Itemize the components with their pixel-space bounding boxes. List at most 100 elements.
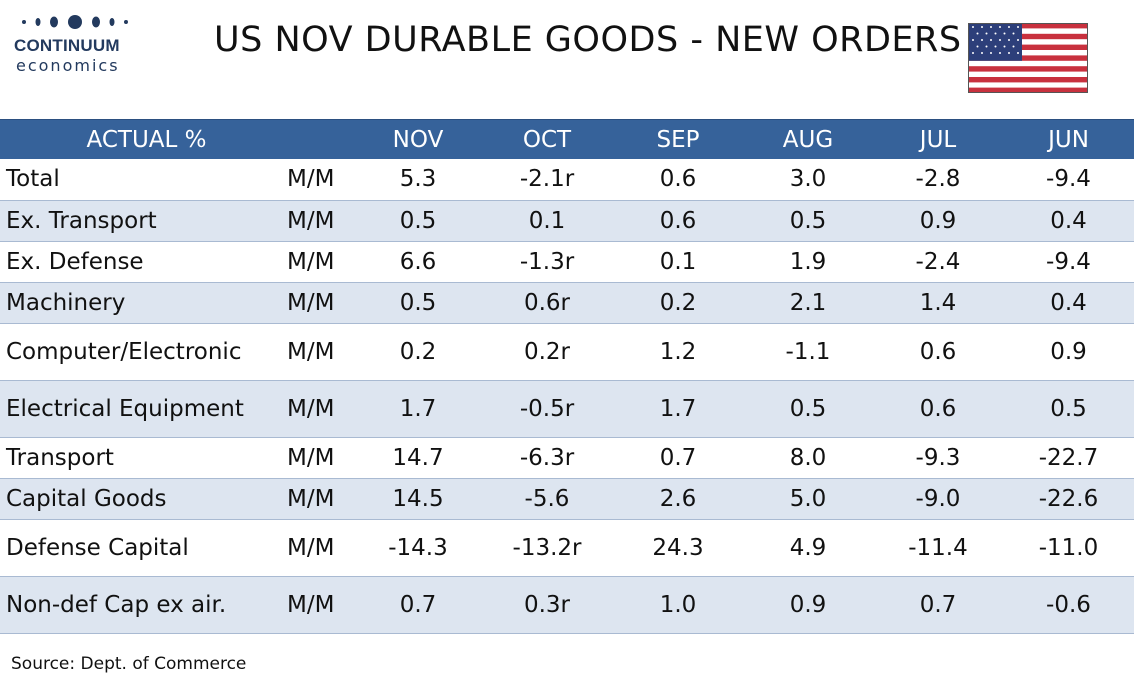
cell-sep: 0.1 (613, 241, 743, 283)
table-row: Computer/Electronic M/M 0.2 0.2r 1.2 -1.… (0, 323, 1134, 381)
cell-oct: 0.1 (481, 200, 613, 242)
cell-jun: 0.4 (1003, 282, 1134, 324)
cell-sep: 1.7 (613, 380, 743, 438)
cell-oct: 0.2r (481, 323, 613, 381)
table-row: Electrical Equipment M/M 1.7 -0.5r 1.7 0… (0, 380, 1134, 438)
cell-nov: 0.5 (355, 200, 481, 242)
cell-jun: 0.4 (1003, 200, 1134, 242)
table-row: Machinery M/M 0.5 0.6r 0.2 2.1 1.4 0.4 (0, 282, 1134, 324)
cell-sep: 24.3 (613, 519, 743, 577)
cell-sep: 1.0 (613, 576, 743, 634)
cell-jul: 0.9 (873, 200, 1003, 242)
row-label: Capital Goods (0, 478, 287, 520)
cell-oct: -0.5r (481, 380, 613, 438)
header-aug: AUG (743, 119, 873, 159)
header-unit (287, 119, 355, 159)
cell-oct: -2.1r (481, 159, 613, 201)
row-label: Ex. Transport (0, 200, 287, 242)
cell-jun: -9.4 (1003, 241, 1134, 283)
cell-aug: 3.0 (743, 159, 873, 201)
cell-nov: 5.3 (355, 159, 481, 201)
cell-oct: 0.6r (481, 282, 613, 324)
row-unit: M/M (287, 282, 355, 324)
source-note: Source: Dept. of Commerce (11, 654, 247, 674)
row-label: Non-def Cap ex air. (0, 576, 287, 634)
table-row: Ex. Transport M/M 0.5 0.1 0.6 0.5 0.9 0.… (0, 200, 1134, 242)
cell-sep: 0.2 (613, 282, 743, 324)
cell-jul: 0.6 (873, 323, 1003, 381)
logo-name: CONTINUUM (14, 36, 120, 55)
cell-nov: 0.7 (355, 576, 481, 634)
cell-jun: 0.5 (1003, 380, 1134, 438)
cell-aug: 8.0 (743, 437, 873, 479)
table-row: Defense Capital M/M -14.3 -13.2r 24.3 4.… (0, 519, 1134, 577)
cell-jul: 1.4 (873, 282, 1003, 324)
header-jun: JUN (1003, 119, 1134, 159)
cell-jun: -22.7 (1003, 437, 1134, 479)
cell-nov: -14.3 (355, 519, 481, 577)
row-unit: M/M (287, 478, 355, 520)
cell-aug: 0.5 (743, 200, 873, 242)
cell-oct: -6.3r (481, 437, 613, 479)
cell-oct: -5.6 (481, 478, 613, 520)
cell-aug: 0.9 (743, 576, 873, 634)
table-header-row: ACTUAL % NOV OCT SEP AUG JUL JUN (0, 119, 1134, 159)
cell-aug: 1.9 (743, 241, 873, 283)
cell-oct: 0.3r (481, 576, 613, 634)
row-label: Transport (0, 437, 287, 479)
us-flag-icon (968, 23, 1088, 93)
cell-sep: 2.6 (613, 478, 743, 520)
row-unit: M/M (287, 159, 355, 201)
durable-goods-table: ACTUAL % NOV OCT SEP AUG JUL JUN Total M… (0, 119, 1134, 634)
row-unit: M/M (287, 241, 355, 283)
continuum-economics-logo: CONTINUUM economics (14, 14, 134, 76)
cell-nov: 1.7 (355, 380, 481, 438)
row-label: Computer/Electronic (0, 323, 287, 381)
logo-dots-icon (22, 15, 128, 29)
cell-sep: 1.2 (613, 323, 743, 381)
row-label: Machinery (0, 282, 287, 324)
logo-subtitle: economics (16, 56, 120, 75)
row-label: Electrical Equipment (0, 380, 287, 438)
cell-oct: -1.3r (481, 241, 613, 283)
table-row: Transport M/M 14.7 -6.3r 0.7 8.0 -9.3 -2… (0, 437, 1134, 479)
header-oct: OCT (481, 119, 613, 159)
cell-jun: -0.6 (1003, 576, 1134, 634)
row-label: Defense Capital (0, 519, 287, 577)
cell-jul: -9.0 (873, 478, 1003, 520)
cell-nov: 14.5 (355, 478, 481, 520)
cell-jul: -2.8 (873, 159, 1003, 201)
cell-jun: -11.0 (1003, 519, 1134, 577)
cell-jul: -11.4 (873, 519, 1003, 577)
cell-aug: 5.0 (743, 478, 873, 520)
cell-aug: -1.1 (743, 323, 873, 381)
row-unit: M/M (287, 519, 355, 577)
row-label: Total (0, 159, 287, 201)
header-nov: NOV (355, 119, 481, 159)
cell-jun: -22.6 (1003, 478, 1134, 520)
cell-oct: -13.2r (481, 519, 613, 577)
row-unit: M/M (287, 323, 355, 381)
row-unit: M/M (287, 380, 355, 438)
row-label: Ex. Defense (0, 241, 287, 283)
row-unit: M/M (287, 437, 355, 479)
row-unit: M/M (287, 576, 355, 634)
cell-sep: 0.6 (613, 159, 743, 201)
cell-nov: 6.6 (355, 241, 481, 283)
table-row: Ex. Defense M/M 6.6 -1.3r 0.1 1.9 -2.4 -… (0, 241, 1134, 283)
cell-jul: -9.3 (873, 437, 1003, 479)
cell-aug: 0.5 (743, 380, 873, 438)
table-row: Total M/M 5.3 -2.1r 0.6 3.0 -2.8 -9.4 (0, 159, 1134, 201)
cell-jul: 0.6 (873, 380, 1003, 438)
cell-jul: 0.7 (873, 576, 1003, 634)
cell-jul: -2.4 (873, 241, 1003, 283)
table-row: Non-def Cap ex air. M/M 0.7 0.3r 1.0 0.9… (0, 576, 1134, 634)
header-jul: JUL (873, 119, 1003, 159)
cell-sep: 0.7 (613, 437, 743, 479)
cell-aug: 2.1 (743, 282, 873, 324)
cell-sep: 0.6 (613, 200, 743, 242)
cell-aug: 4.9 (743, 519, 873, 577)
header-actual: ACTUAL % (0, 119, 287, 159)
header-sep: SEP (613, 119, 743, 159)
cell-nov: 0.5 (355, 282, 481, 324)
